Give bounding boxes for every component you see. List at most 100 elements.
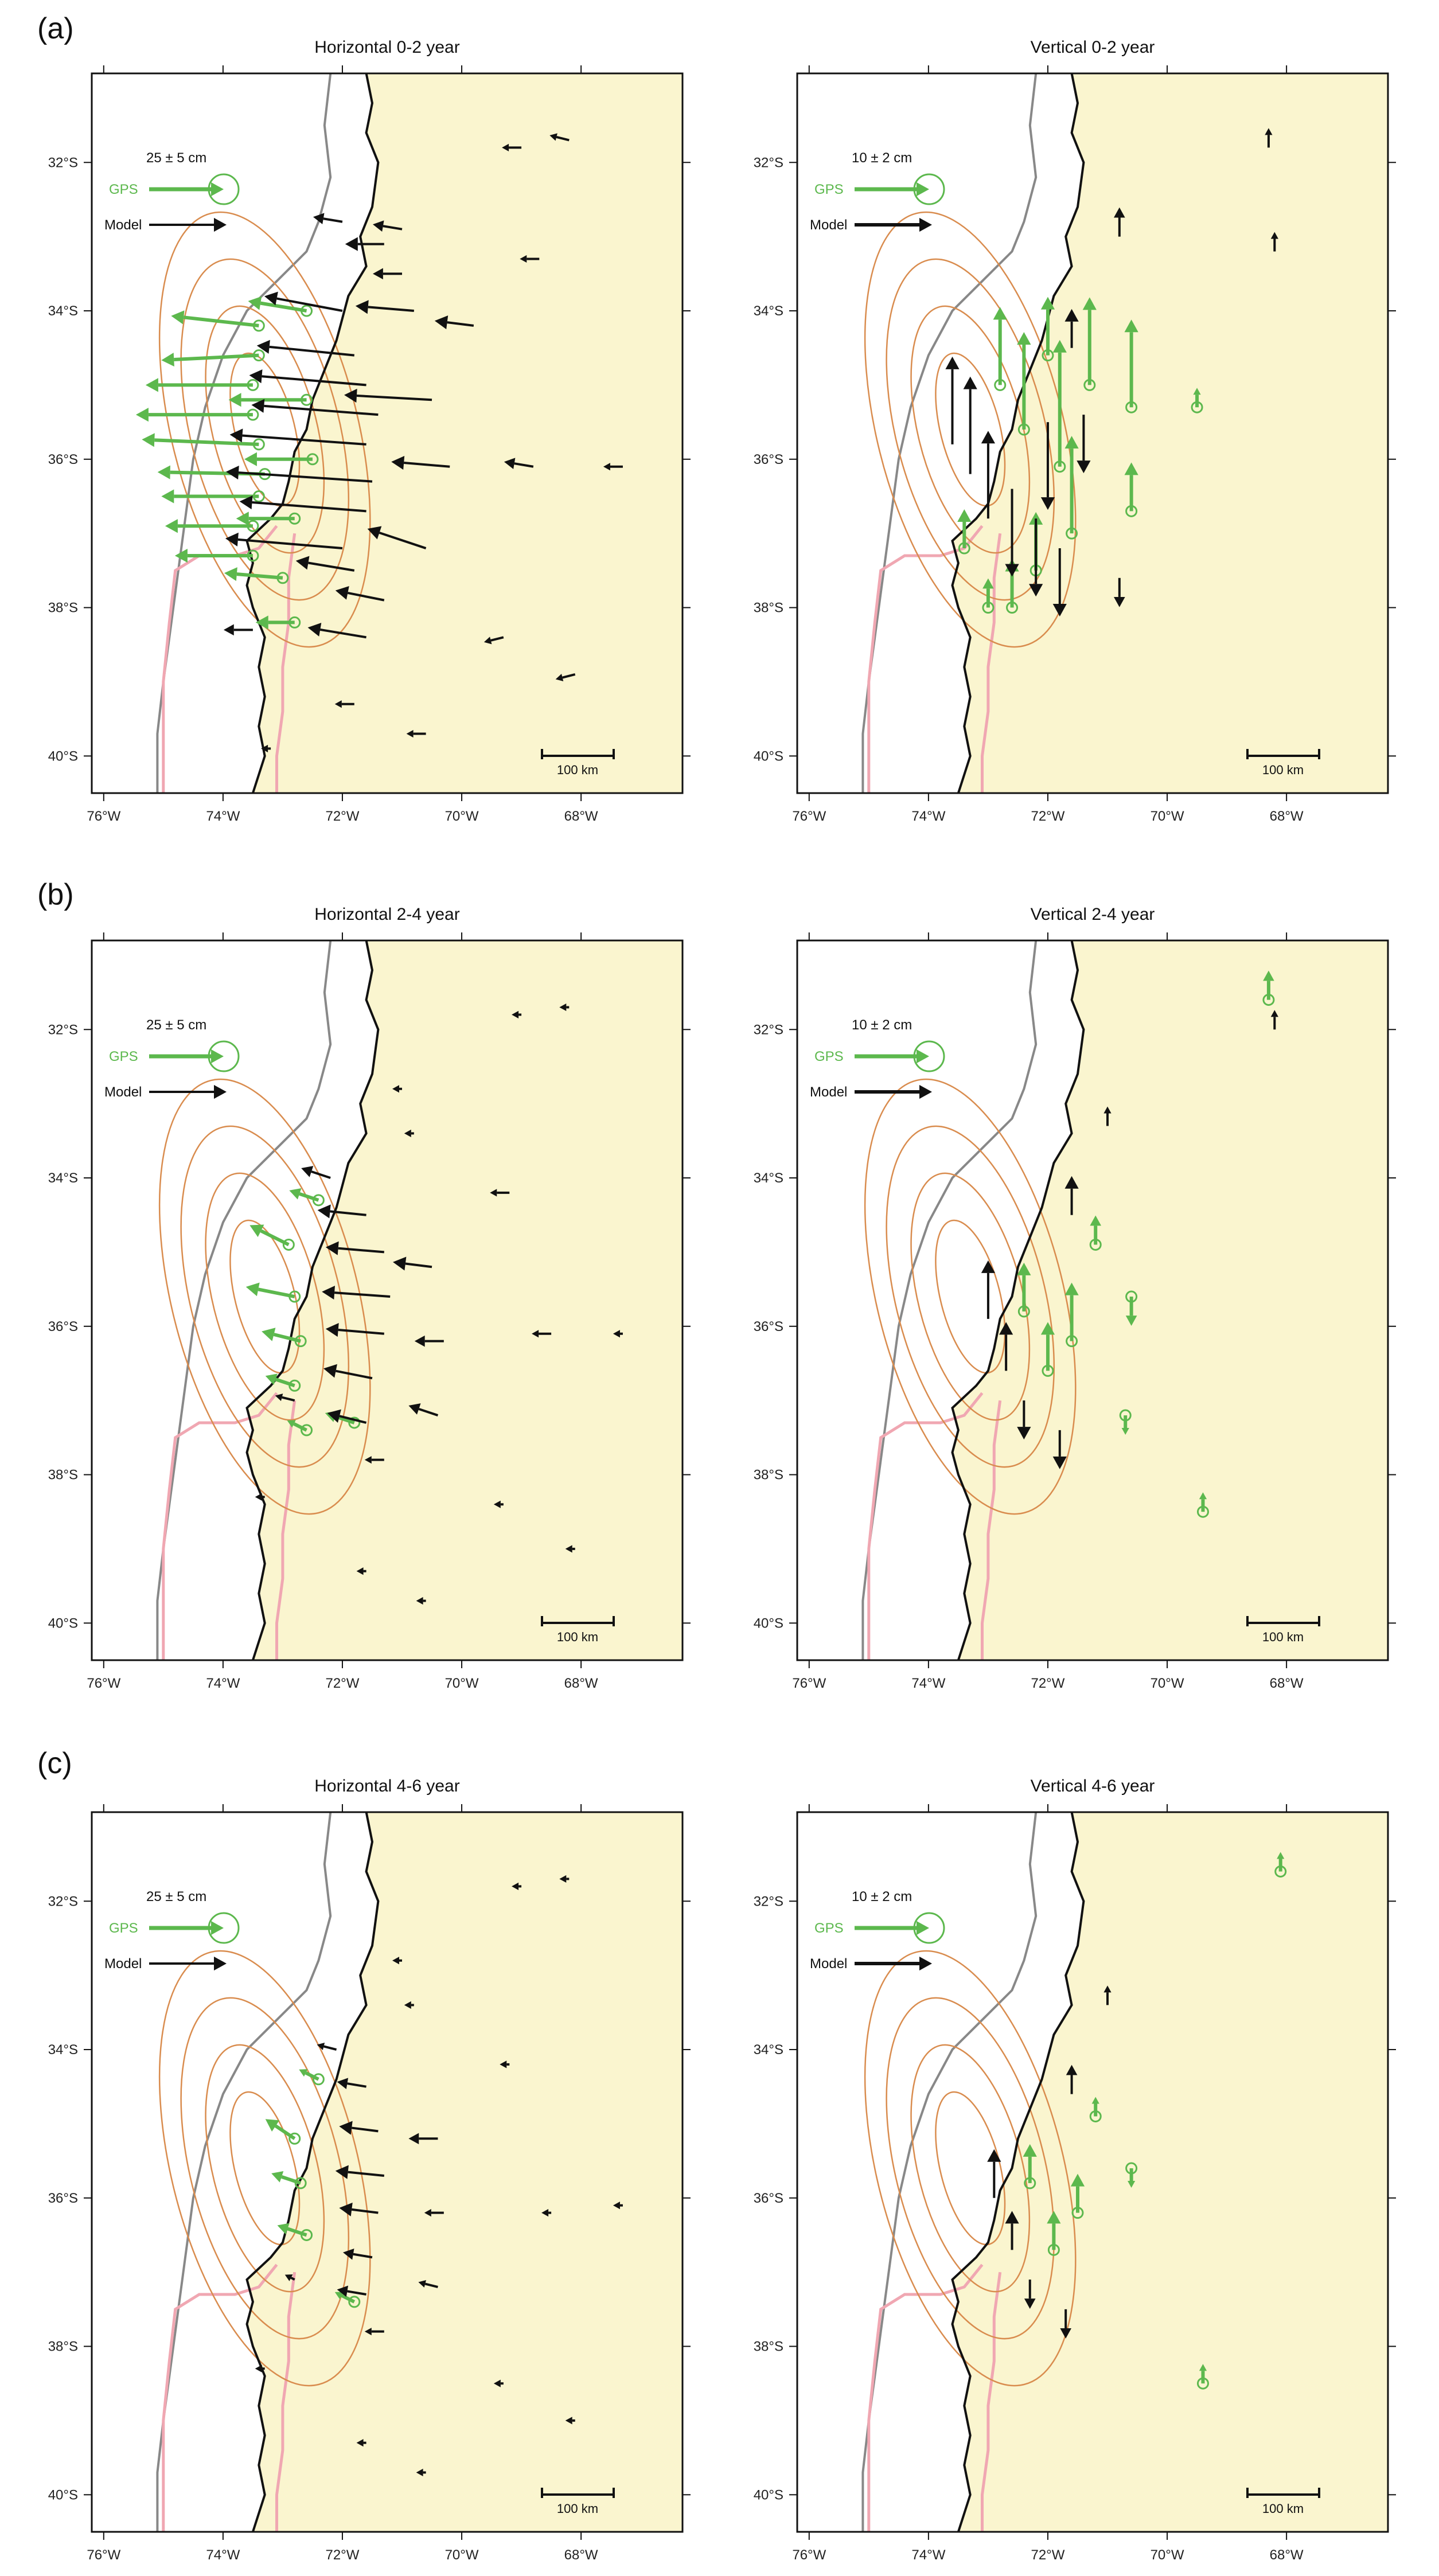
model-vector [559,1003,570,1012]
gps-station [294,1335,307,1348]
legend-scale-label: 10 ± 2 cm [852,150,912,166]
legend-model-label: Model [104,1956,142,1972]
model-vector [1029,518,1043,597]
slab-contour-pink [981,1400,1002,1660]
model-vector [313,213,343,225]
model-vector [1103,1106,1112,1126]
gps-vector [1091,2097,1099,2117]
x-tick-label: 74°W [206,809,240,824]
model-vector [323,1364,373,1380]
gps-station [294,2177,307,2189]
gps-vector [135,408,253,422]
map-frame [91,1811,684,2533]
legend-gps-arrow [855,1049,929,1064]
model-vector [1064,309,1079,348]
gps-vector [1090,1215,1102,1245]
model-vector [981,1260,996,1319]
legend-gps-uncertainty [208,1040,240,1072]
gps-vector [1064,436,1079,534]
slip-contour [205,1172,325,1421]
model-vector [356,1567,366,1575]
model-vector [434,315,474,330]
gps-vector [161,352,259,367]
model-vector [945,356,960,444]
y-tick-label: 34°S [754,1170,783,1186]
gps-vector [299,2069,319,2081]
gps-station [1066,527,1078,540]
model-vector [391,455,450,470]
y-tick-label: 40°S [754,748,783,764]
x-tick-label: 76°W [792,809,826,824]
y-tick-label: 40°S [48,748,78,764]
slab-contour-pink [981,2271,1002,2532]
x-tick-label: 74°W [206,1676,240,1691]
model-vector [275,1394,295,1402]
gps-vector [1199,2364,1207,2384]
model-vector [229,428,366,446]
model-vector [565,2417,575,2425]
gps-station [1054,460,1066,473]
model-vector [559,1875,570,1883]
model-vector [424,2209,444,2217]
y-tick-label: 36°S [754,1319,783,1334]
vertical-map-panel: Vertical 0-2 year 76°W 74°W 72°W 70°W 68°W 32°… [754,38,1396,824]
x-tick-label: 76°W [792,2547,826,2563]
x-tick-label: 68°W [1270,1676,1304,1691]
model-vector [239,495,366,513]
map-title: Vertical 2-4 year [1030,905,1155,924]
gps-station [1017,1305,1030,1318]
slab-contour-pink [275,1400,297,1660]
model-vector [987,2149,1001,2198]
slip-contour [158,211,371,648]
model-vector [408,1403,439,1416]
legend: 25 ± 5 cm GPS Model [104,1889,240,1972]
gps-station [252,438,265,451]
gps-station [1042,349,1054,362]
y-tick-label: 32°S [48,155,78,170]
model-vector [1114,207,1125,237]
gps-station [1125,1290,1138,1303]
model-vector [500,2060,510,2068]
model-vector [504,458,534,470]
gps-vector [1124,319,1138,408]
coastline [245,73,380,793]
legend-gps-arrow [855,1921,929,1935]
map-frame [796,72,1389,794]
y-tick-label: 36°S [48,1319,78,1334]
gps-station [252,349,265,362]
model-vector [404,1129,414,1137]
x-tick-label: 74°W [911,2547,945,2563]
x-tick-label: 76°W [792,1676,826,1691]
gps-vector [1193,388,1201,408]
gps-station [348,2296,361,2308]
model-vector [367,526,427,549]
slip-contour [886,1997,1055,2340]
model-vector [565,1545,575,1553]
slip-contour [158,1078,371,1515]
gps-vector [289,1188,319,1202]
model-vector [251,399,379,416]
gps-station [252,490,265,502]
legend-gps-arrow [149,182,224,197]
model-vector [406,729,426,738]
panel-letter: (c) [37,1747,72,1780]
model-vector [1040,422,1055,510]
model-vector [345,237,384,251]
gps-station [247,549,259,562]
x-tick-label: 72°W [1031,1676,1064,1691]
legend-gps-uncertainty [913,1040,945,1072]
scale-bar: 100 km [541,749,615,777]
model-vector [603,463,623,471]
panel-letter: (a) [37,12,74,45]
model-vector [1114,577,1125,607]
gps-station [1274,1865,1287,1878]
gps-vector [1052,339,1067,467]
model-vector [483,636,504,645]
gps-vector [248,296,307,313]
gps-station [247,520,259,532]
gps-vector [224,567,283,581]
model-vector [1052,548,1067,617]
model-vector [541,2209,552,2217]
legend-gps-uncertainty [913,173,945,205]
y-tick-label: 32°S [754,155,783,170]
